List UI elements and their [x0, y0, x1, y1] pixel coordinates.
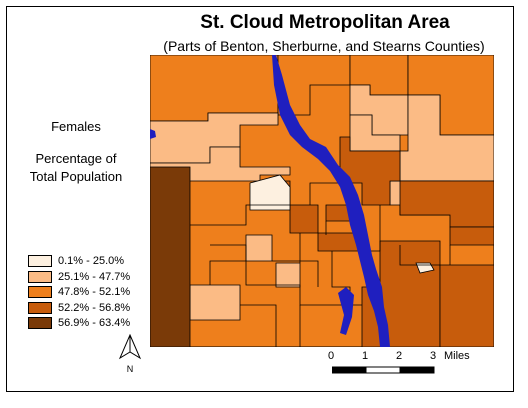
legend-swatch [28, 255, 52, 267]
tract [415, 262, 435, 274]
legend-item: 0.1% - 25.0% [28, 254, 130, 268]
legend-item: 47.8% - 52.1% [28, 285, 130, 299]
variable-label: Females [51, 119, 101, 134]
measure-label-line1: Percentage of [35, 151, 117, 166]
tract [275, 262, 301, 288]
tract [399, 94, 494, 182]
tract [449, 226, 494, 246]
legend-item: 25.1% - 47.7% [28, 270, 130, 284]
scale-tick-0: 0 [328, 350, 335, 362]
map-subtitle: (Parts of Benton, Sherburne, and Stearns… [163, 38, 485, 54]
legend-item: 52.2% - 56.8% [28, 301, 130, 315]
scale-unit: Miles [444, 350, 470, 362]
north-arrow-label: N [127, 364, 134, 374]
legend-label: 47.8% - 52.1% [58, 286, 131, 298]
tract [249, 174, 291, 211]
legend-label: 25.1% - 47.7% [58, 270, 131, 283]
tract [325, 204, 351, 222]
north-arrow-icon: N [118, 334, 142, 374]
legend: 0.1% - 25.0% 25.1% - 47.7% 47.8% - 52.1%… [28, 254, 130, 332]
legend-swatch [28, 270, 52, 283]
legend-swatch [28, 317, 52, 329]
tract [245, 234, 273, 262]
tract [150, 55, 279, 122]
scale-bar: 0 1 2 3 Miles [322, 350, 482, 380]
river-branch [338, 287, 354, 335]
legend-swatch [28, 301, 52, 314]
scale-tick-2: 2 [396, 350, 403, 362]
tract [189, 284, 241, 321]
scale-tick-1: 1 [362, 350, 369, 362]
choropleth-map [150, 55, 494, 347]
tract [439, 264, 494, 347]
lake [150, 129, 156, 139]
scale-tick-3: 3 [430, 350, 437, 362]
tract-boundaries [190, 182, 451, 347]
legend-label: 52.2% - 56.8% [58, 301, 131, 314]
tract [339, 136, 401, 206]
tract [150, 166, 191, 347]
legend-label: 56.9% - 63.4% [58, 317, 131, 329]
legend-item: 56.9% - 63.4% [28, 316, 130, 330]
legend-label: 0.1% - 25.0% [58, 255, 125, 267]
tract [289, 204, 319, 234]
measure-label-line2: Total Population [29, 169, 123, 184]
map-title: St. Cloud Metropolitan Area [200, 12, 450, 33]
river [272, 55, 390, 347]
legend-swatch [28, 286, 52, 298]
scale-bar-graphic [332, 366, 435, 374]
